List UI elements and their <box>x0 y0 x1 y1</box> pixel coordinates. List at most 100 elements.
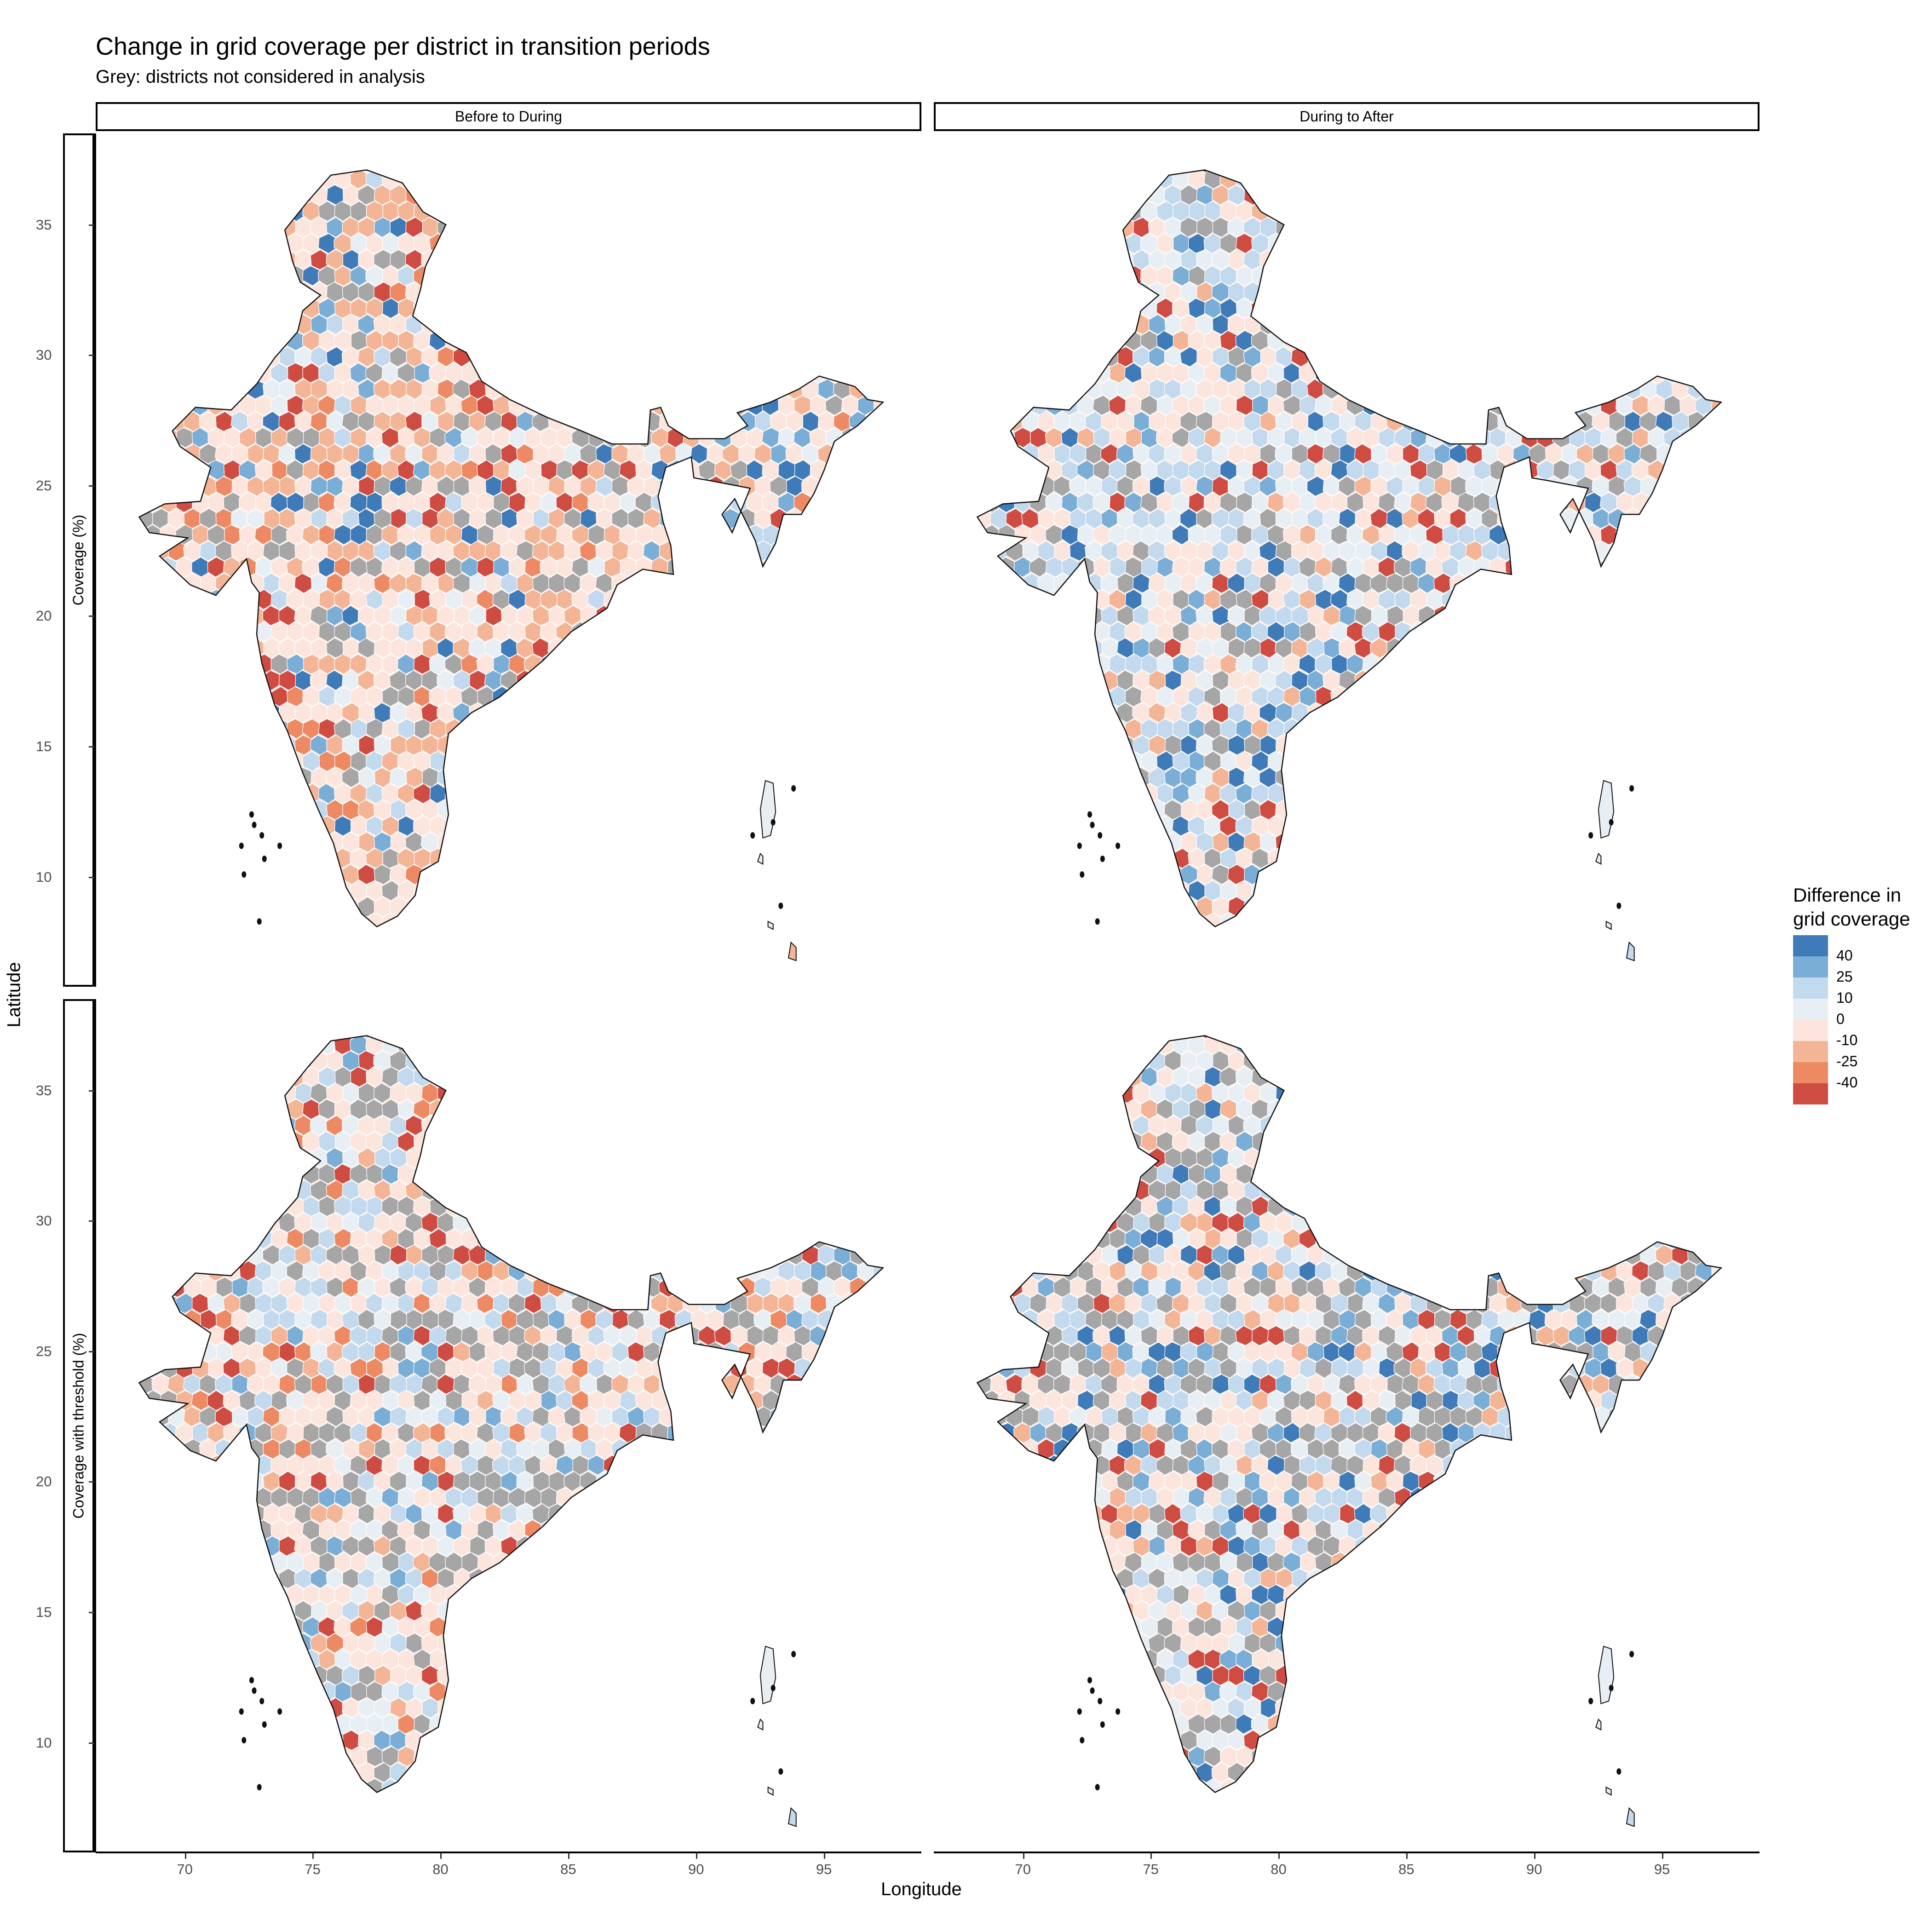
district <box>1410 233 1429 254</box>
district <box>1259 184 1278 206</box>
district <box>1077 751 1095 772</box>
district <box>1394 330 1413 351</box>
district <box>215 864 234 885</box>
district <box>880 702 883 723</box>
district <box>1418 282 1435 303</box>
district <box>1466 314 1484 335</box>
district <box>873 137 891 156</box>
district <box>1560 767 1579 788</box>
district <box>1457 913 1476 927</box>
district <box>120 218 138 237</box>
district <box>1045 330 1064 351</box>
district <box>1624 540 1642 562</box>
district <box>112 266 130 286</box>
district <box>667 298 685 319</box>
district <box>1735 541 1752 561</box>
district <box>287 137 304 157</box>
district <box>1433 896 1452 917</box>
district <box>1696 880 1714 901</box>
district <box>874 848 883 869</box>
district <box>1093 265 1111 287</box>
district <box>437 249 456 270</box>
district <box>461 718 479 739</box>
district <box>516 170 534 173</box>
district <box>627 379 646 400</box>
district <box>571 654 590 675</box>
district <box>977 913 984 927</box>
district <box>810 137 827 157</box>
district <box>1506 298 1524 319</box>
district <box>998 460 1016 481</box>
district <box>176 751 194 772</box>
district <box>286 557 305 578</box>
district <box>139 735 154 756</box>
district <box>1267 913 1286 927</box>
district <box>1672 184 1690 206</box>
district <box>1069 832 1087 853</box>
district <box>627 670 646 691</box>
district <box>1600 589 1619 610</box>
district <box>1521 880 1539 901</box>
district <box>1616 880 1634 901</box>
district <box>1600 298 1619 319</box>
district <box>262 735 281 756</box>
district <box>817 170 835 173</box>
district <box>753 735 772 756</box>
district <box>1664 880 1681 901</box>
district <box>1521 783 1538 804</box>
district <box>1489 621 1507 643</box>
district <box>492 880 511 901</box>
district <box>160 233 178 254</box>
district <box>444 298 463 319</box>
district <box>794 557 812 578</box>
district <box>1046 880 1064 901</box>
district <box>1672 864 1690 885</box>
district <box>603 170 622 190</box>
district <box>753 573 773 594</box>
district <box>461 137 478 156</box>
district <box>659 832 678 853</box>
district <box>950 719 968 739</box>
district <box>880 249 883 270</box>
district <box>207 137 225 157</box>
district <box>866 929 883 949</box>
district <box>777 330 795 351</box>
district <box>620 783 638 804</box>
district <box>1100 184 1119 206</box>
district <box>746 719 765 740</box>
district <box>1267 362 1285 384</box>
district <box>151 670 170 691</box>
island <box>759 780 776 839</box>
district <box>1695 427 1713 448</box>
district <box>1434 411 1452 432</box>
district <box>857 718 876 739</box>
district <box>183 767 202 788</box>
district <box>794 233 812 254</box>
district <box>1481 832 1500 853</box>
district <box>286 170 305 190</box>
district <box>1086 314 1103 335</box>
district <box>849 832 868 853</box>
district <box>1569 654 1587 675</box>
district <box>223 783 241 804</box>
district <box>230 864 250 885</box>
district <box>977 233 984 254</box>
district <box>857 298 876 319</box>
district <box>139 282 153 303</box>
district <box>263 170 282 173</box>
map-panel-top-left <box>112 137 891 961</box>
district <box>397 460 416 481</box>
district <box>1029 880 1048 901</box>
district <box>1457 395 1476 416</box>
district <box>460 201 479 222</box>
district <box>1402 184 1421 206</box>
district <box>857 589 875 610</box>
district <box>1736 476 1753 496</box>
district <box>1727 654 1744 674</box>
district <box>477 880 495 901</box>
district <box>445 816 463 837</box>
district <box>873 751 883 772</box>
district <box>1053 638 1071 659</box>
district <box>1045 718 1064 739</box>
district <box>1378 751 1396 772</box>
